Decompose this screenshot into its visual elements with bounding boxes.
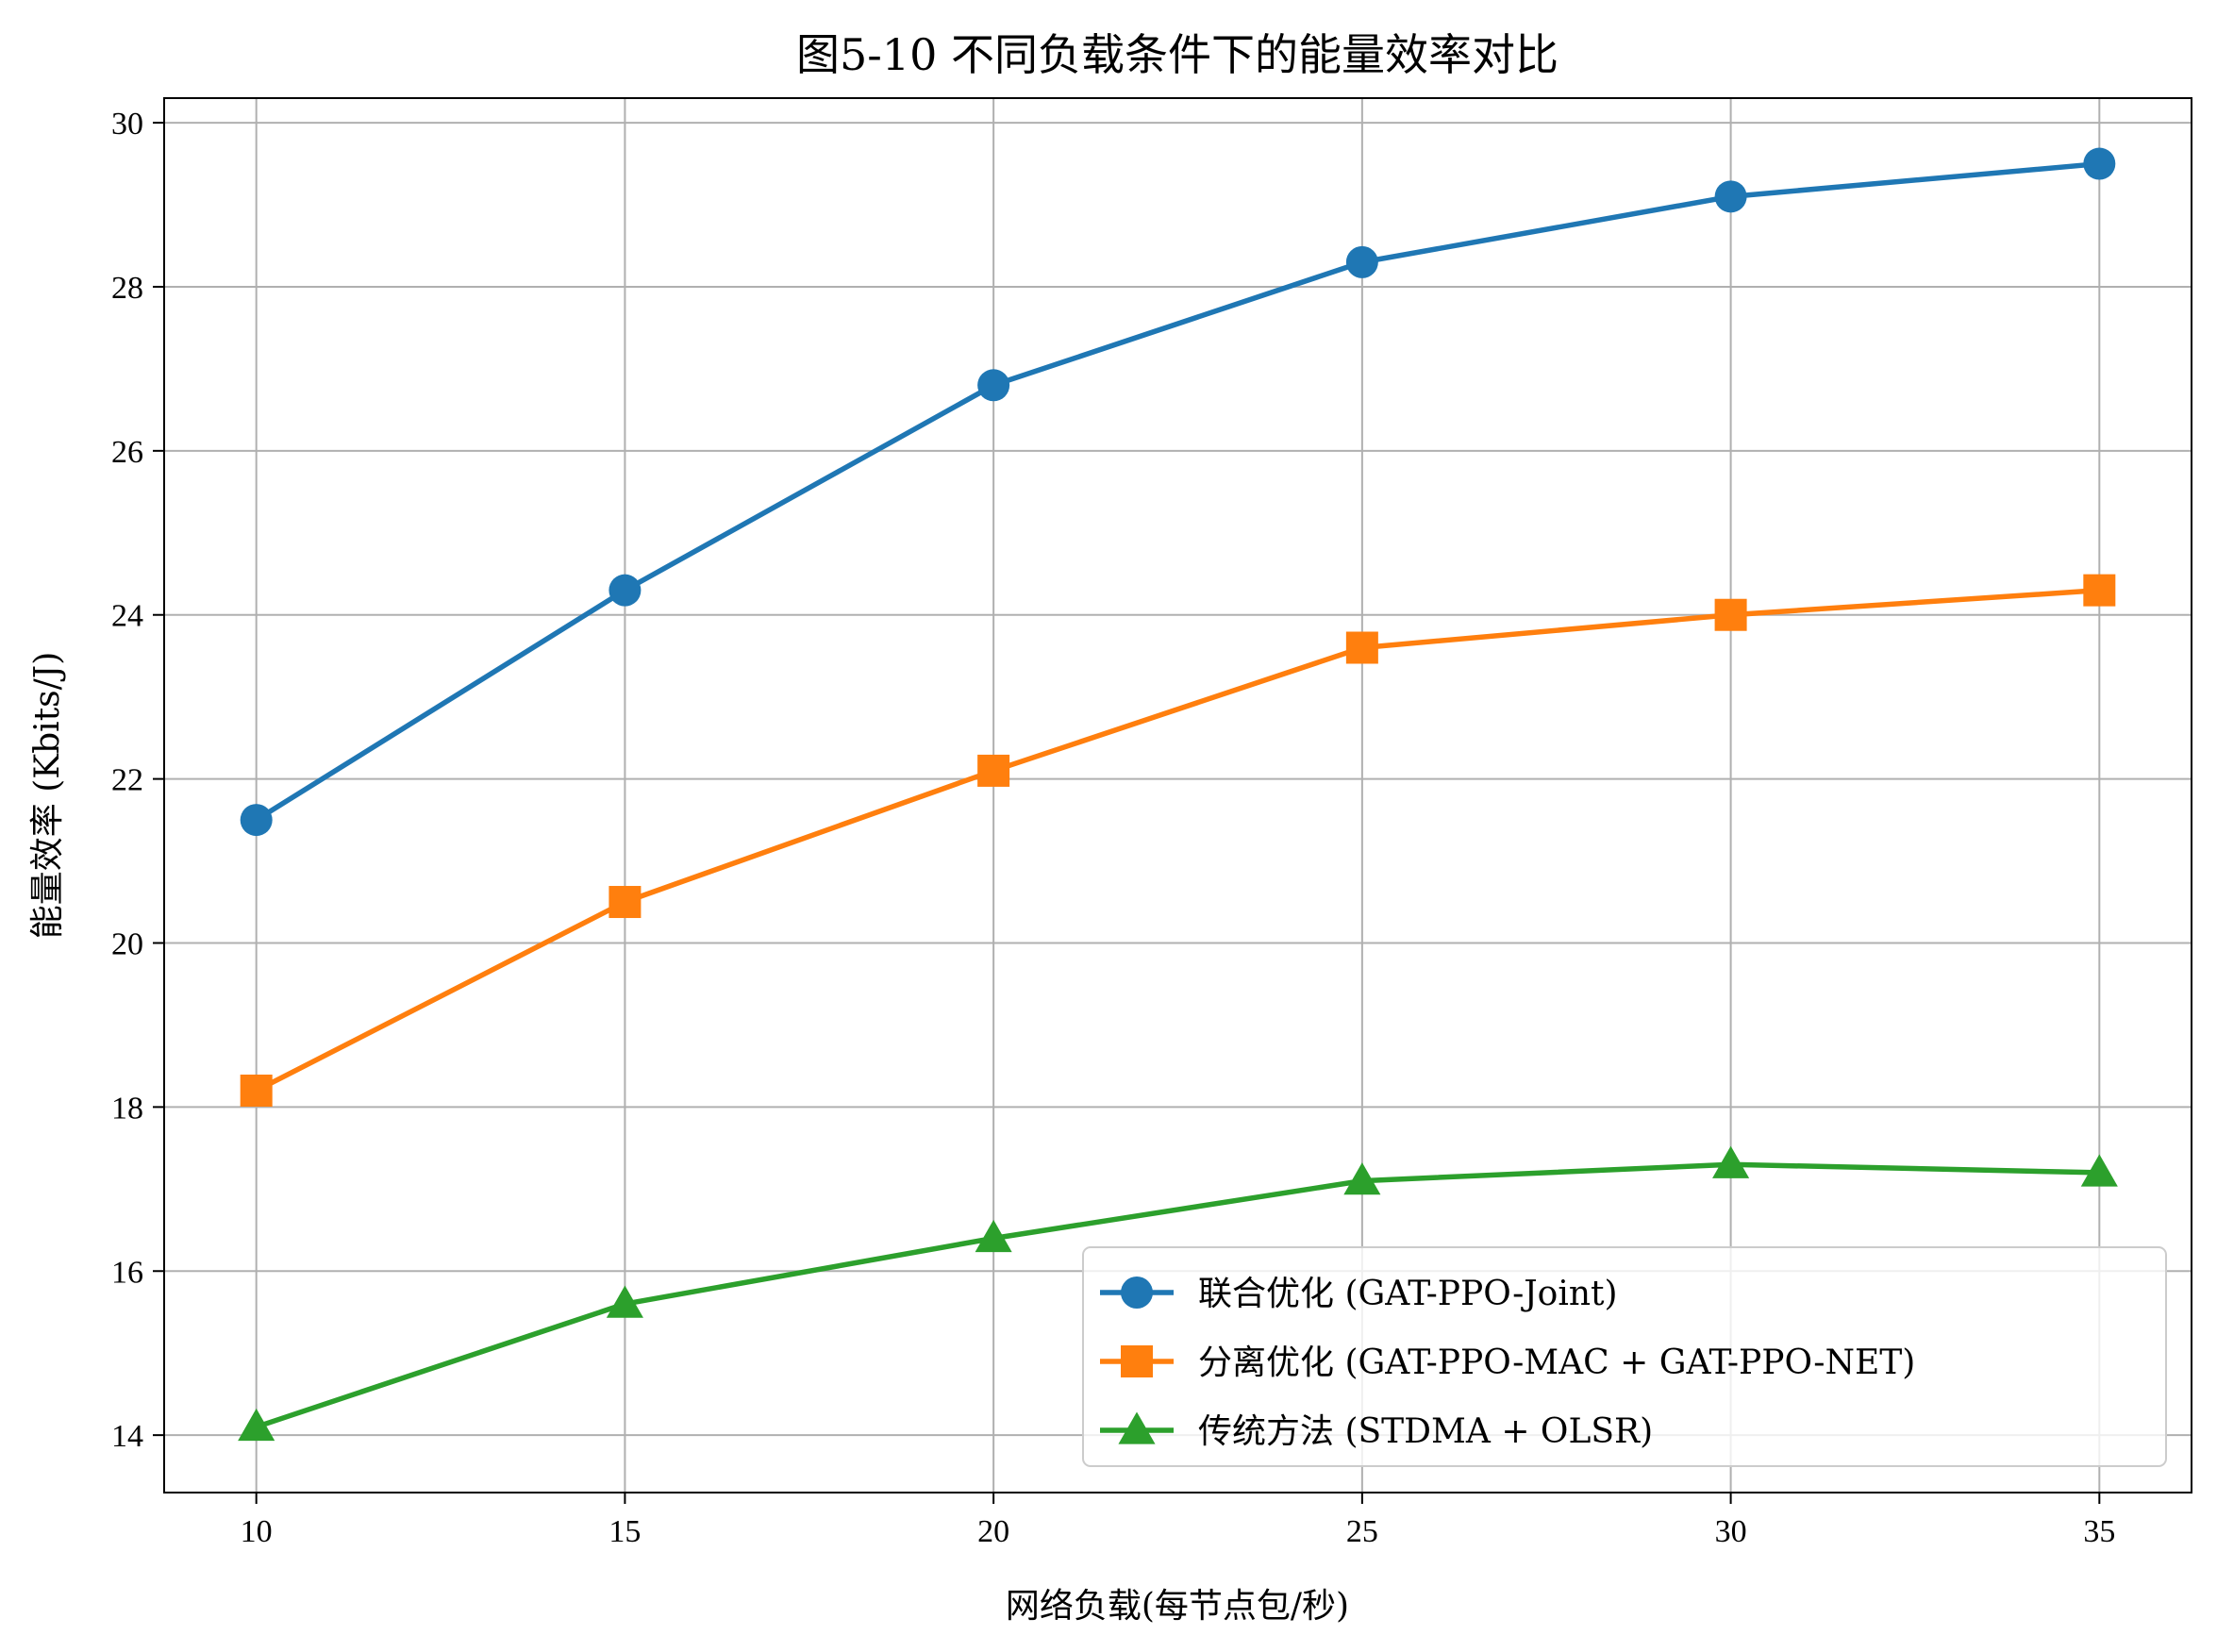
data-point [1345, 631, 1378, 664]
data-point [1343, 1162, 1381, 1195]
data-point [240, 804, 273, 837]
series-1 [240, 147, 2116, 837]
legend-box [1082, 1246, 2167, 1467]
legend-marker [1121, 1345, 1153, 1377]
legend-item: 传统方法 (STDMA + OLSR) [1100, 1411, 1653, 1451]
legend: 联合优化 (GAT-PPO-Joint) 分离优化 (GAT-PPO-MAC + … [1082, 1246, 2167, 1467]
series-line [255, 160, 2100, 823]
data-point [1712, 1145, 1750, 1178]
data-point [2083, 574, 2116, 607]
y-tick-label: 16 [111, 1255, 143, 1290]
legend-item: 分离优化 (GAT-PPO-MAC + GAT-PPO-NET) [1100, 1343, 1915, 1382]
legend-label: 分离优化 (GAT-PPO-MAC + GAT-PPO-NET) [1198, 1343, 1915, 1382]
y-tick-label: 14 [111, 1419, 143, 1454]
data-point [2080, 1154, 2118, 1187]
y-tick-label: 22 [111, 763, 143, 798]
grid-layer [164, 98, 2192, 1493]
series-2 [240, 574, 2116, 1107]
legend-item: 联合优化 (GAT-PPO-Joint) [1100, 1275, 1618, 1313]
data-point [1714, 180, 1747, 213]
data-point [1714, 598, 1747, 631]
y-tick-label: 18 [111, 1091, 143, 1126]
plot-frame [163, 97, 2192, 1493]
legend-label: 联合优化 (GAT-PPO-Joint) [1198, 1275, 1618, 1313]
legend-label: 传统方法 (STDMA + OLSR) [1198, 1412, 1653, 1451]
y-axis-label: 能量效率 (Kbits/J) [28, 652, 67, 940]
y-tick-label: 20 [111, 926, 143, 961]
series-line [255, 587, 2100, 1093]
y-tick-label: 24 [111, 599, 143, 634]
series-3 [238, 1145, 2118, 1442]
x-tick-label: 35 [2083, 1514, 2115, 1549]
data-point [977, 369, 1010, 402]
x-tick-label: 30 [1715, 1514, 1747, 1549]
x-axis-label: 网络负载(每节点包/秒) [1006, 1587, 1349, 1626]
y-tick-label: 28 [111, 271, 143, 306]
x-tick-label: 20 [977, 1514, 1009, 1549]
y-tick-label: 26 [111, 435, 143, 470]
chart-title: 图5-10 不同负载条件下的能量效率对比 [796, 29, 1559, 80]
data-point [608, 886, 642, 919]
data-point [2083, 147, 2116, 180]
x-tick-label: 25 [1346, 1514, 1378, 1549]
data-point [608, 574, 642, 607]
data-point [240, 1074, 273, 1107]
series-line [255, 1161, 2100, 1430]
data-point [975, 1219, 1012, 1253]
data-point [238, 1408, 275, 1442]
y-tick-label: 30 [111, 107, 143, 142]
x-tick-label: 10 [241, 1514, 273, 1549]
data-point [977, 754, 1010, 787]
data-point [606, 1285, 643, 1318]
tick-layer: 10 15 20 25 30 35 14 16 18 20 22 24 26 28 30 [111, 107, 2115, 1549]
legend-marker [1118, 1411, 1156, 1444]
legend-marker [1121, 1277, 1153, 1309]
x-tick-label: 15 [608, 1514, 641, 1549]
series-layer [238, 147, 2118, 1442]
data-point [1345, 245, 1378, 278]
